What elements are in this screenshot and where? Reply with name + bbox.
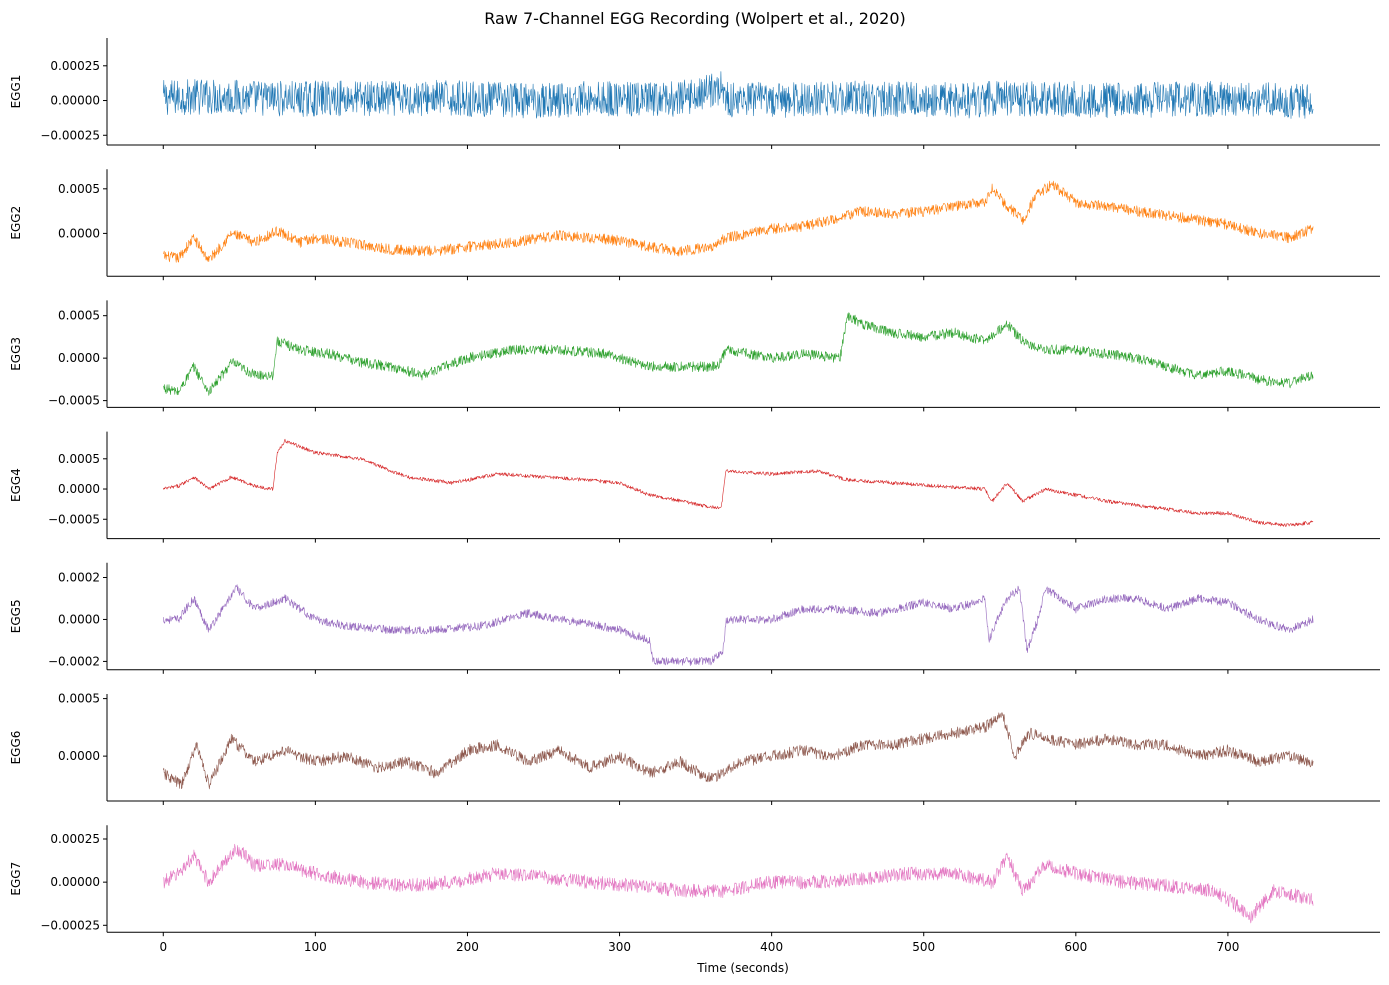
y-tick-label: −0.00025 <box>40 918 100 932</box>
y-axis-label: EGG1 <box>9 75 23 109</box>
y-tick-label: 0.00025 <box>50 832 100 846</box>
x-tick-label: 100 <box>304 940 327 954</box>
y-tick-label: −0.0005 <box>48 394 100 408</box>
y-tick-label: 0.0000 <box>58 482 100 496</box>
subplot-panels: −0.00025 0.00000 0.00025 EGG1 0.0000 0.0005 EG… <box>9 38 1380 937</box>
y-tick-label: 0.00025 <box>50 59 100 73</box>
subplot-egg3: −0.0005 0.0000 0.0005 EGG3 <box>9 300 1380 412</box>
y-tick-label: −0.0005 <box>48 512 100 526</box>
x-tick-label: 500 <box>912 940 935 954</box>
y-tick-label: 0.0000 <box>58 749 100 763</box>
y-axis-label: EGG5 <box>9 599 23 633</box>
x-tick-label: 0 <box>159 940 167 954</box>
y-tick-label: 0.0005 <box>58 692 100 706</box>
chart-title: Raw 7-Channel EGG Recording (Wolpert et … <box>484 9 906 28</box>
y-tick-label: −0.00025 <box>40 128 100 142</box>
subplot-egg6: 0.0000 0.0005 EGG6 <box>9 692 1380 805</box>
y-axis-label: EGG6 <box>9 731 23 765</box>
y-tick-label: 0.0000 <box>58 351 100 365</box>
x-tick-label: 700 <box>1216 940 1239 954</box>
y-axis-label: EGG2 <box>9 206 23 240</box>
subplot-egg2: 0.0000 0.0005 EGG2 <box>9 169 1380 281</box>
series-line-egg4 <box>163 438 1314 528</box>
y-tick-label: 0.00000 <box>50 875 100 889</box>
y-axis-label: EGG4 <box>9 468 23 502</box>
y-tick-label: 0.0000 <box>58 226 100 240</box>
x-tick-label: 200 <box>456 940 479 954</box>
series-line-egg5 <box>163 584 1314 666</box>
y-tick-label: 0.0005 <box>58 452 100 466</box>
y-tick-label: 0.0005 <box>58 182 100 196</box>
y-tick-label: 0.0000 <box>58 612 100 626</box>
y-tick-label: 0.0002 <box>58 570 100 584</box>
series-line-egg1 <box>163 71 1314 119</box>
subplot-egg7: −0.00025 0.00000 0.00025 EGG7 <box>9 825 1380 937</box>
x-tick-label: 300 <box>608 940 631 954</box>
y-tick-label: 0.0005 <box>58 309 100 323</box>
x-axis: 0 100 200 300 400 500 600 700 <box>159 940 1239 954</box>
series-line-egg3 <box>163 312 1314 396</box>
x-tick-label: 600 <box>1064 940 1087 954</box>
y-tick-label: −0.0002 <box>48 654 100 668</box>
y-axis-label: EGG3 <box>9 337 23 371</box>
x-tick-label: 400 <box>760 940 783 954</box>
series-line-egg6 <box>163 712 1314 790</box>
y-axis-label: EGG7 <box>9 862 23 896</box>
y-tick-label: 0.00000 <box>50 94 100 108</box>
subplot-egg1: −0.00025 0.00000 0.00025 EGG1 <box>9 38 1380 149</box>
series-line-egg2 <box>163 180 1314 263</box>
series-line-egg7 <box>163 843 1314 924</box>
x-axis-label: Time (seconds) <box>696 961 789 975</box>
subplot-egg5: −0.0002 0.0000 0.0002 EGG5 <box>9 562 1380 674</box>
subplot-egg4: −0.0005 0.0000 0.0005 EGG4 <box>9 431 1380 543</box>
